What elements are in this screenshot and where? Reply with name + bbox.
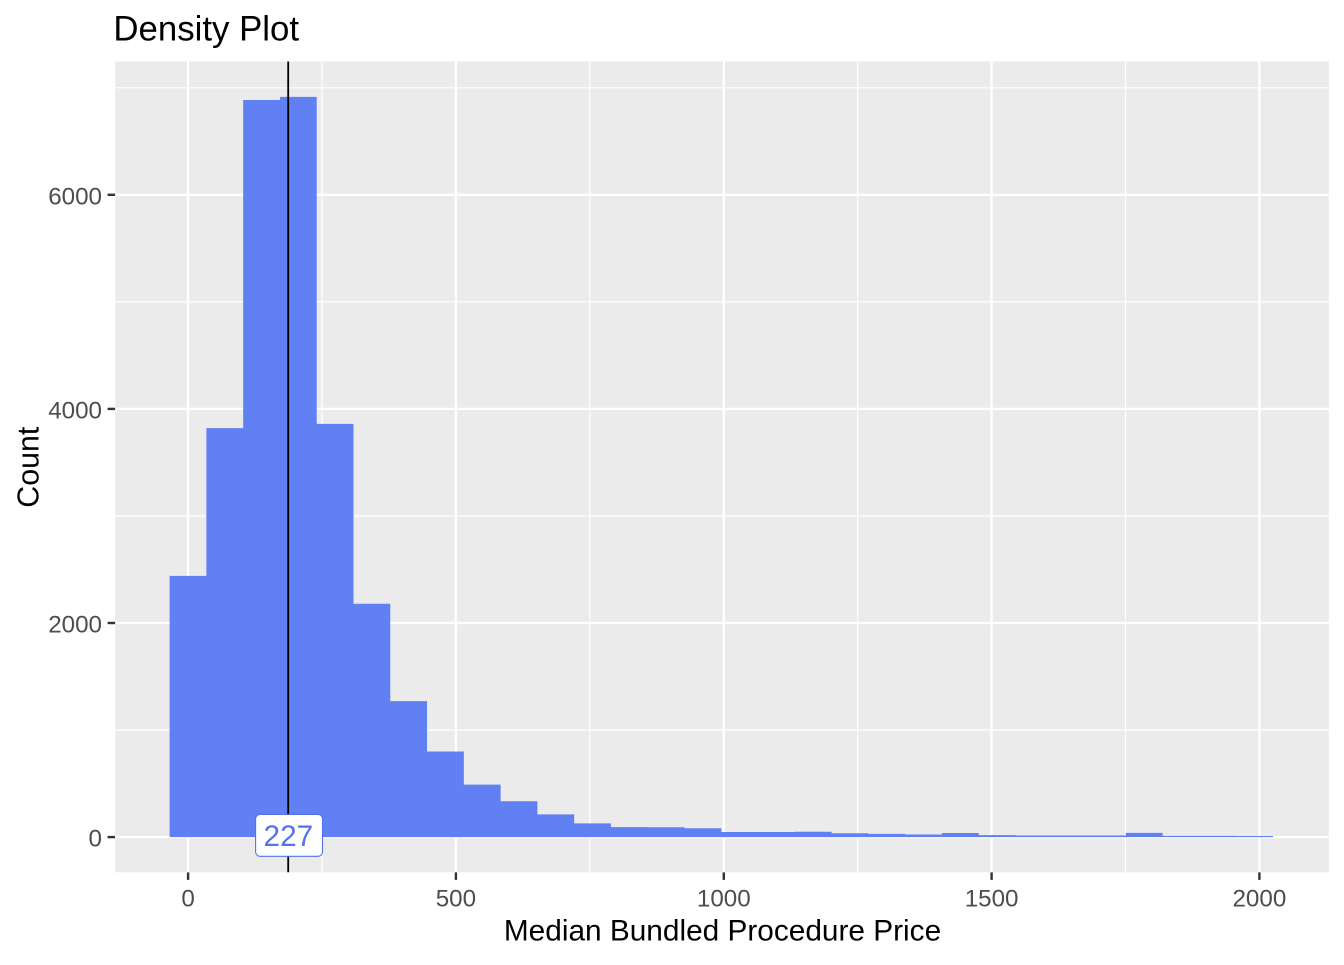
svg-text:1000: 1000 [697,886,751,913]
svg-text:0: 0 [89,826,102,853]
svg-text:6000: 6000 [48,183,102,210]
svg-text:2000: 2000 [48,612,102,639]
svg-text:500: 500 [436,886,476,913]
svg-text:1500: 1500 [965,886,1019,913]
svg-text:227: 227 [264,820,314,853]
svg-text:4000: 4000 [48,398,102,425]
svg-text:Median Bundled Procedure Price: Median Bundled Procedure Price [504,914,941,947]
svg-text:0: 0 [181,886,194,913]
svg-text:Count: Count [11,426,45,508]
svg-text:Density Plot: Density Plot [113,9,299,48]
svg-text:2000: 2000 [1232,886,1286,913]
